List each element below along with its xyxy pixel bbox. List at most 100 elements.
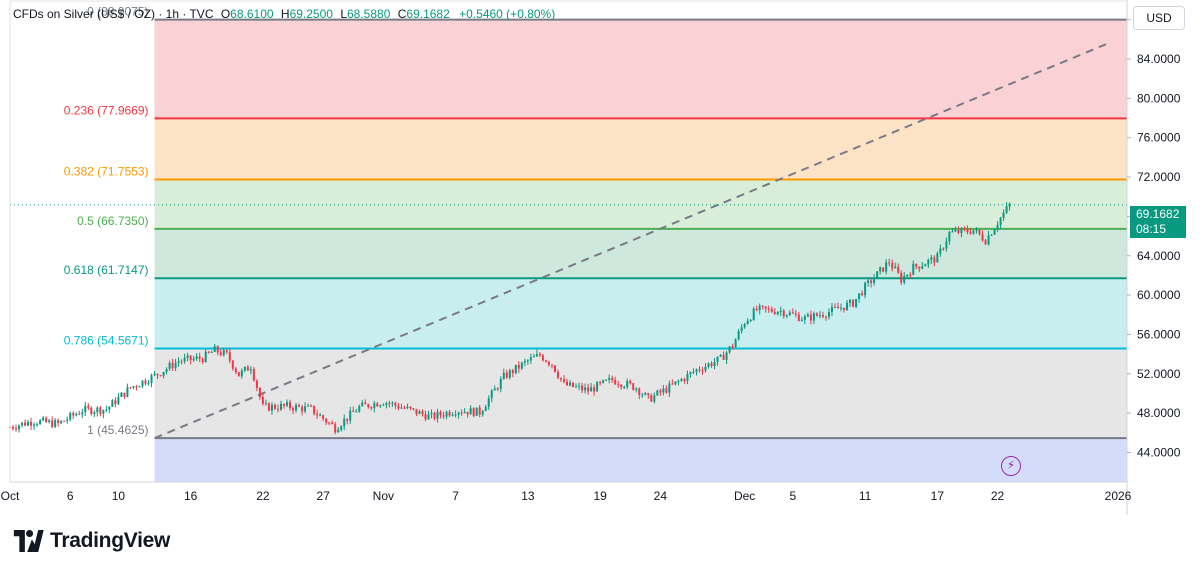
candle-body	[984, 240, 987, 245]
candle-body	[755, 308, 758, 311]
candle-body	[502, 372, 505, 379]
candle-body	[758, 305, 761, 311]
candle-body	[719, 354, 722, 357]
candle-body	[382, 404, 385, 406]
candle-body	[99, 407, 102, 414]
fib-level-labels: 0 (88.0075) 0.236 (77.9669) 0.382 (71.7553…	[64, 5, 149, 438]
candle-body	[936, 253, 939, 263]
candle-body	[635, 388, 638, 390]
candle-body	[885, 262, 888, 272]
candle-body	[63, 420, 66, 422]
candle-body	[541, 355, 544, 361]
candle-body	[15, 428, 18, 430]
candle-body	[255, 380, 258, 388]
candle-body	[168, 362, 171, 369]
candle-body	[81, 412, 84, 415]
candle-body	[641, 394, 644, 396]
candle-body	[114, 400, 117, 405]
candle-body	[57, 420, 60, 424]
candle-body	[547, 361, 550, 365]
candle-body	[93, 412, 96, 415]
fib-label-4: 0.618 (61.7147)	[64, 263, 149, 277]
chart-svg[interactable]: 0 (88.0075) 0.236 (77.9669) 0.382 (71.7553…	[0, 0, 1200, 515]
candle-body	[295, 405, 298, 411]
candle-body	[954, 229, 957, 232]
candle-body	[319, 415, 322, 417]
candle-body	[138, 386, 141, 388]
candle-body	[213, 346, 216, 352]
chart-area[interactable]: 0 (88.0075) 0.236 (77.9669) 0.382 (71.7553…	[0, 0, 1200, 515]
candle-body	[538, 354, 541, 356]
candle-body	[544, 360, 547, 362]
candle-body	[707, 363, 710, 367]
candle-body	[912, 263, 915, 275]
candle-body	[776, 312, 779, 315]
fib-level-lines[interactable]	[154, 18, 1127, 440]
y-tick-label-8: 56.0000	[1137, 327, 1181, 341]
lightning-icon[interactable]: ⚡	[1001, 456, 1021, 476]
candle-body	[978, 229, 981, 235]
currency-button[interactable]: USD	[1133, 6, 1185, 30]
candle-body	[909, 274, 912, 276]
candle-body	[292, 408, 295, 411]
candle-body	[189, 355, 192, 361]
candle-body	[123, 392, 126, 397]
candle-body	[126, 387, 129, 397]
symbol-title[interactable]: CFDs on Silver (US$ / OZ) · 1h · TVC	[13, 7, 214, 21]
candle-body	[957, 229, 960, 234]
candle-body	[879, 267, 882, 272]
y-tick-label-10: 48.0000	[1137, 406, 1181, 420]
candle-body	[400, 407, 403, 409]
candle-body	[307, 405, 310, 407]
candle-body	[240, 370, 243, 377]
candle-body	[674, 381, 677, 385]
candle-body	[457, 412, 460, 415]
candle-body	[364, 402, 367, 405]
candle-body	[900, 272, 903, 283]
candle-body	[466, 411, 469, 415]
candle-body	[279, 403, 282, 410]
candle-body	[237, 372, 240, 377]
candle-body	[210, 351, 213, 353]
high-value: 69.2500	[289, 7, 333, 21]
candle-body	[572, 382, 575, 387]
candle-body	[903, 275, 906, 283]
candle-body	[752, 308, 755, 320]
candle-body	[156, 373, 159, 376]
x-tick-label-16: 2026	[1105, 489, 1132, 503]
y-tick-label-11: 44.0000	[1137, 445, 1181, 459]
x-tick-label-4: 22	[256, 489, 270, 503]
candle-body	[45, 417, 48, 423]
candle-body	[243, 366, 246, 371]
candle-body	[587, 387, 590, 392]
candle-body	[331, 422, 334, 425]
candle-body	[716, 356, 719, 363]
candle-body	[593, 387, 596, 392]
candle-body	[785, 315, 788, 317]
y-tick-label-9: 52.0000	[1137, 367, 1181, 381]
candle-body	[677, 380, 680, 382]
candle-body	[855, 298, 858, 307]
candle-body	[358, 406, 361, 412]
candle-body	[427, 414, 430, 420]
candle-body	[824, 316, 827, 318]
candle-body	[370, 407, 373, 409]
candle-body	[144, 380, 147, 384]
candle-body	[177, 361, 180, 363]
candle-body	[761, 305, 764, 307]
x-tick-label-6: Nov	[373, 489, 394, 503]
candle-body	[337, 429, 340, 433]
trend-line[interactable]	[154, 43, 1107, 440]
candle-body	[289, 402, 292, 409]
low-value: 68.5880	[347, 7, 391, 21]
candle-body	[803, 316, 806, 320]
candle-body	[460, 412, 463, 414]
candle-body	[529, 357, 532, 361]
candle-body	[24, 422, 27, 426]
candle-body	[779, 310, 782, 313]
high-label: H	[280, 7, 290, 21]
candle-body	[746, 320, 749, 325]
candle-body	[749, 319, 752, 321]
tradingview-logo[interactable]: TradingView	[12, 528, 170, 554]
candle-body	[505, 372, 508, 378]
